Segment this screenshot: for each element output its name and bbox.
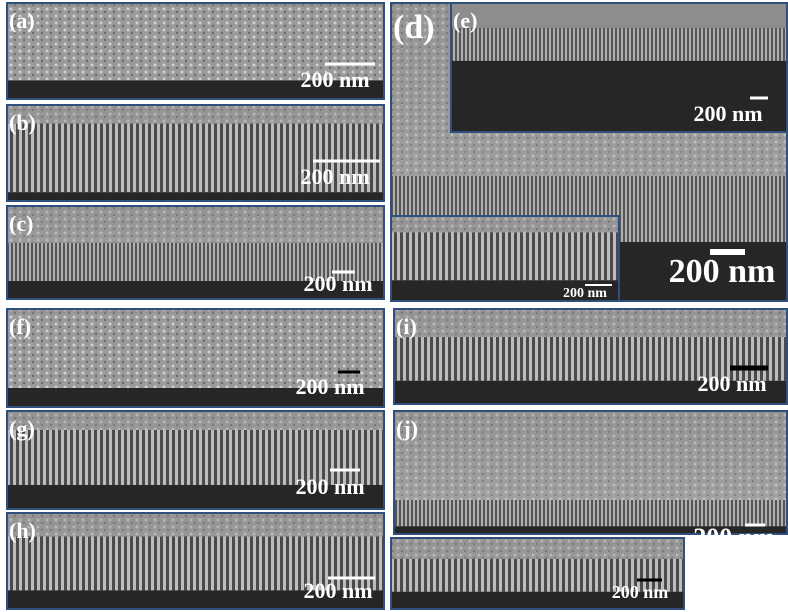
sem-panel: 200 nm (i): [393, 308, 788, 405]
panel-label: (g): [9, 416, 35, 441]
nanorods: [6, 243, 385, 281]
panel-border: [6, 2, 385, 100]
panel-label: (b): [9, 110, 36, 135]
panel-label: (e): [453, 8, 477, 33]
substrate: [6, 485, 385, 510]
substrate: [390, 591, 685, 610]
substrate: [6, 192, 385, 202]
substrate: [393, 526, 788, 535]
substrate: [6, 590, 385, 610]
scale-label: 200 nm: [300, 67, 369, 92]
panel-surface: [6, 205, 385, 243]
scale-label: 200 nm: [303, 578, 372, 603]
panel-border: [393, 410, 788, 535]
panel-surface: [6, 512, 385, 537]
nanorods: [393, 337, 788, 381]
sem-panel: 200 nm: [390, 537, 685, 610]
scale-label: 200 nm: [669, 253, 776, 290]
sem-panel: 200 nm (b): [6, 104, 385, 202]
panel-label: (d): [393, 9, 435, 46]
panel-surface: [390, 537, 685, 559]
scale-label: 200 nm: [295, 474, 364, 499]
panel-border: [390, 537, 685, 610]
sem-panel: 200 nm (j): [393, 410, 788, 552]
sem-panel: 200 nm: [390, 215, 620, 302]
panel-surface: [6, 410, 385, 430]
nanorods: [6, 430, 385, 485]
scale-label: 200 nm: [563, 286, 607, 301]
panel-label: (f): [9, 314, 31, 339]
scale-label: 200 nm: [300, 164, 369, 189]
nanorods: [6, 123, 385, 193]
sem-panel: 200 nm (e): [450, 2, 788, 134]
sem-panel: 200 nm (c): [6, 205, 385, 300]
panel-border: [393, 308, 788, 405]
panel-surface: [6, 2, 385, 7]
nanorods: [6, 536, 385, 591]
scale-label: 200 nm: [612, 582, 669, 602]
panel-border: [450, 2, 788, 133]
scale-label: 200 nm: [295, 374, 364, 399]
panel-surface: [6, 104, 385, 124]
panel-surface: [393, 410, 788, 500]
sem-panel: 200 nm (h): [6, 512, 385, 610]
scale-label: 200 nm: [303, 271, 372, 296]
substrate: [6, 281, 385, 300]
scale-label: 200 nm: [693, 523, 775, 552]
panel-border: [6, 205, 385, 300]
panel-border: [6, 410, 385, 510]
panel-border: [390, 215, 620, 302]
sem-panel: 200 nm (f): [6, 308, 385, 408]
panel-surface: [450, 2, 788, 29]
scale-label: 200 nm: [693, 101, 762, 126]
panel-surface: [6, 308, 385, 313]
nanorods: [390, 558, 685, 592]
panel-label: (h): [9, 518, 36, 543]
panel-label: (a): [9, 8, 35, 33]
substrate: [6, 80, 385, 100]
sem-panel: 200 nm (a): [6, 2, 385, 100]
nanorods: [393, 500, 788, 527]
panel-label: (i): [396, 314, 417, 339]
nanorods: [390, 232, 620, 281]
substrate: [390, 280, 620, 302]
panel-surface: [393, 308, 788, 338]
nanorods: [6, 6, 385, 81]
panel-border: [6, 104, 385, 202]
panel-border: [6, 308, 385, 408]
substrate: [393, 380, 788, 405]
substrate: [6, 388, 385, 408]
scale-label: 200 nm: [697, 371, 766, 396]
panel-surface: [390, 215, 620, 233]
nanorods: [6, 313, 385, 388]
panel-label: (c): [9, 211, 33, 236]
panel-label: (j): [396, 416, 418, 441]
panel-border: [6, 512, 385, 610]
sem-panel: 200 nm (g): [6, 410, 385, 510]
nanorods: [450, 28, 788, 61]
substrate: [450, 60, 788, 134]
